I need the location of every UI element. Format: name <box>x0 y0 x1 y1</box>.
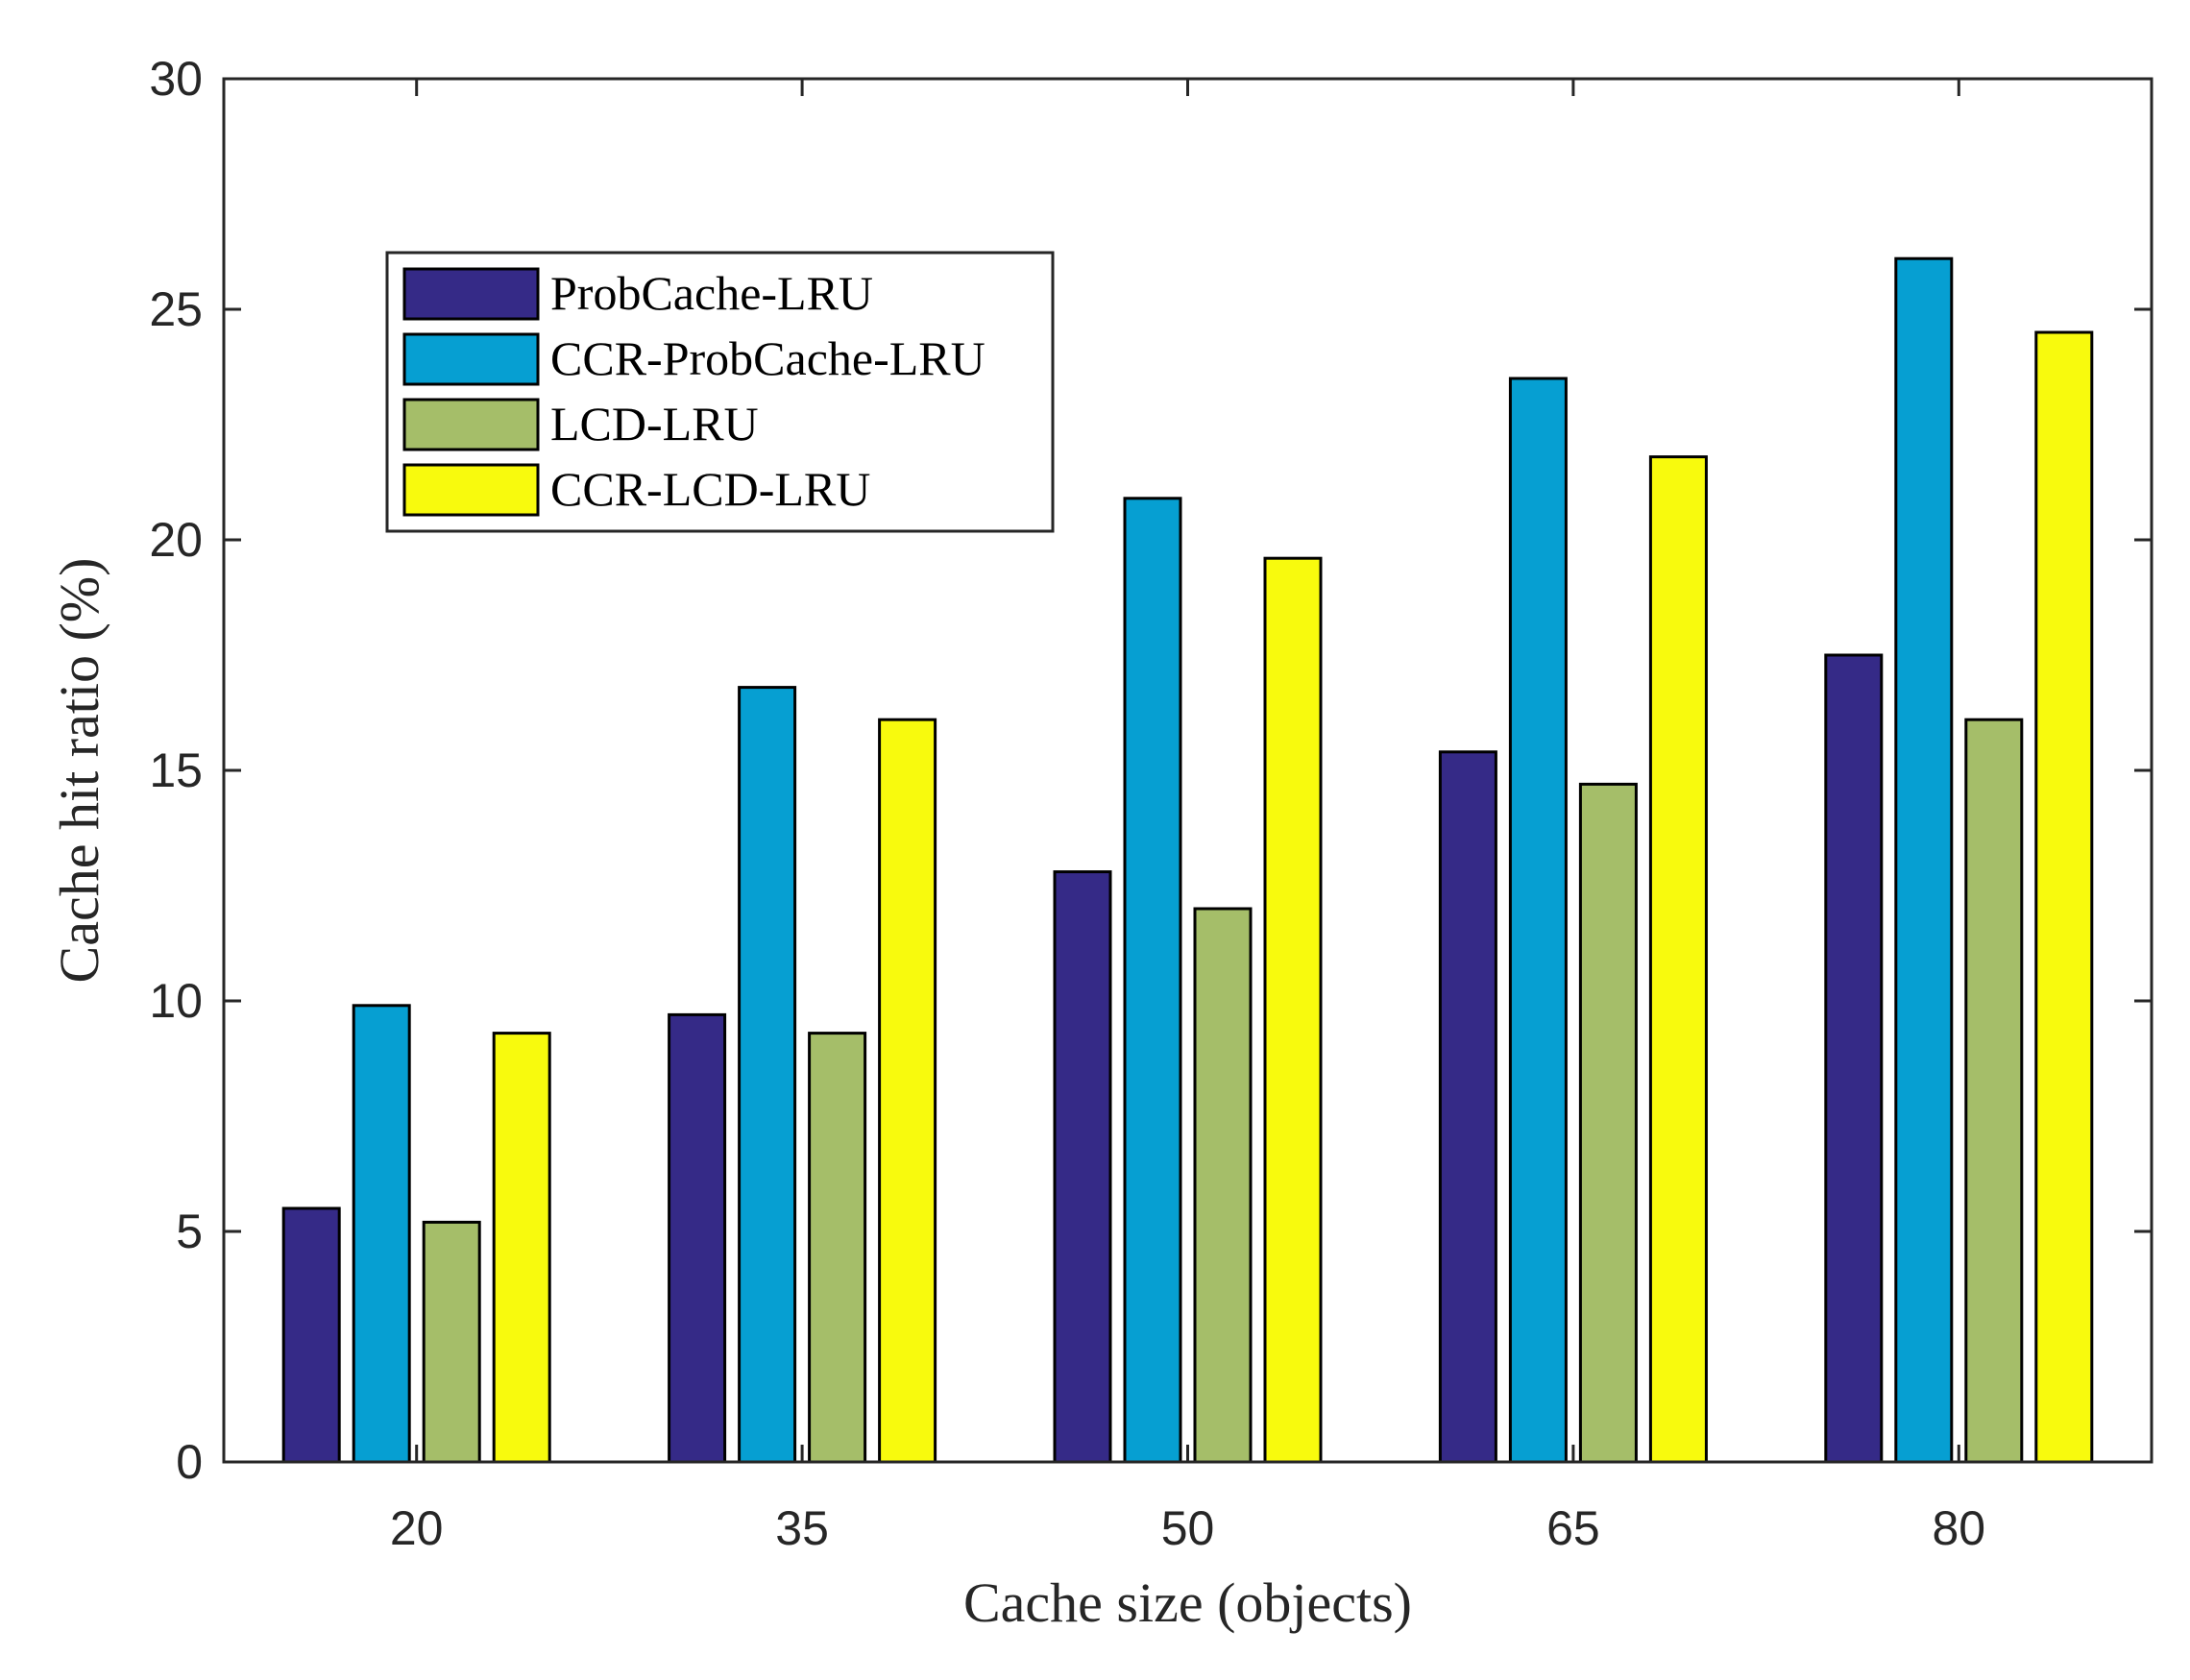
y-tick-label: 20 <box>149 513 203 567</box>
bar-lcd-lru-80 <box>1964 718 2024 1464</box>
bar-ccr-lcd-lru-80 <box>2034 330 2094 1464</box>
x-tick-label: 80 <box>1932 1501 1985 1555</box>
y-tick-label: 0 <box>176 1435 203 1489</box>
bar-lcd-lru-65 <box>1578 782 1638 1464</box>
legend-swatch <box>402 332 540 386</box>
bar-probcache-lru-35 <box>668 1012 727 1464</box>
x-tick-label: 35 <box>775 1501 829 1555</box>
legend-swatch <box>402 267 540 321</box>
x-tick-label: 65 <box>1546 1501 1600 1555</box>
bar-probcache-lru-20 <box>281 1206 341 1464</box>
bar-ccr-lcd-lru-35 <box>878 718 937 1464</box>
bar-probcache-lru-65 <box>1438 750 1497 1464</box>
x-axis-title: Cache size (objects) <box>963 1571 1412 1634</box>
y-tick-label: 5 <box>176 1205 203 1258</box>
bar-lcd-lru-50 <box>1193 907 1253 1464</box>
legend-swatch <box>402 398 540 451</box>
y-tick-label: 15 <box>149 743 203 797</box>
bar-probcache-lru-50 <box>1053 870 1112 1464</box>
legend-label: LCD-LRU <box>550 397 759 450</box>
legend-swatch <box>402 463 540 517</box>
bar-ccr-lcd-lru-20 <box>492 1032 551 1464</box>
y-tick-label: 25 <box>149 282 203 336</box>
bar-ccr-probcache-lru-20 <box>352 1004 411 1464</box>
y-tick-label: 30 <box>149 52 203 106</box>
legend-label: CCR-LCD-LRU <box>550 462 870 516</box>
legend: ProbCache-LRU CCR-ProbCache-LRU LCD-LRU CCR… <box>385 251 1055 533</box>
bar-lcd-lru-20 <box>422 1220 481 1464</box>
bar-lcd-lru-35 <box>808 1032 867 1464</box>
bar-ccr-probcache-lru-50 <box>1123 497 1182 1464</box>
legend-label: ProbCache-LRU <box>550 266 873 320</box>
legend-label: CCR-ProbCache-LRU <box>550 331 986 385</box>
x-tick-label: 20 <box>390 1501 444 1555</box>
bar-ccr-probcache-lru-35 <box>738 686 797 1464</box>
bar-probcache-lru-80 <box>1824 653 1884 1464</box>
x-tick-label: 50 <box>1161 1501 1215 1555</box>
bars-group <box>281 256 2094 1464</box>
x-tick-labels: 20 35 50 65 80 <box>390 1501 1985 1555</box>
y-axis-title: Cache hit ratio (%) <box>48 558 110 984</box>
bar-ccr-probcache-lru-65 <box>1508 377 1568 1464</box>
bar-ccr-lcd-lru-65 <box>1648 455 1708 1464</box>
y-tick-label: 10 <box>149 974 203 1028</box>
bar-ccr-lcd-lru-50 <box>1263 556 1323 1464</box>
bar-ccr-probcache-lru-80 <box>1894 256 1954 1464</box>
plot-frame <box>222 77 2154 1464</box>
y-tick-labels: 0 5 10 15 20 25 30 <box>149 52 203 1489</box>
